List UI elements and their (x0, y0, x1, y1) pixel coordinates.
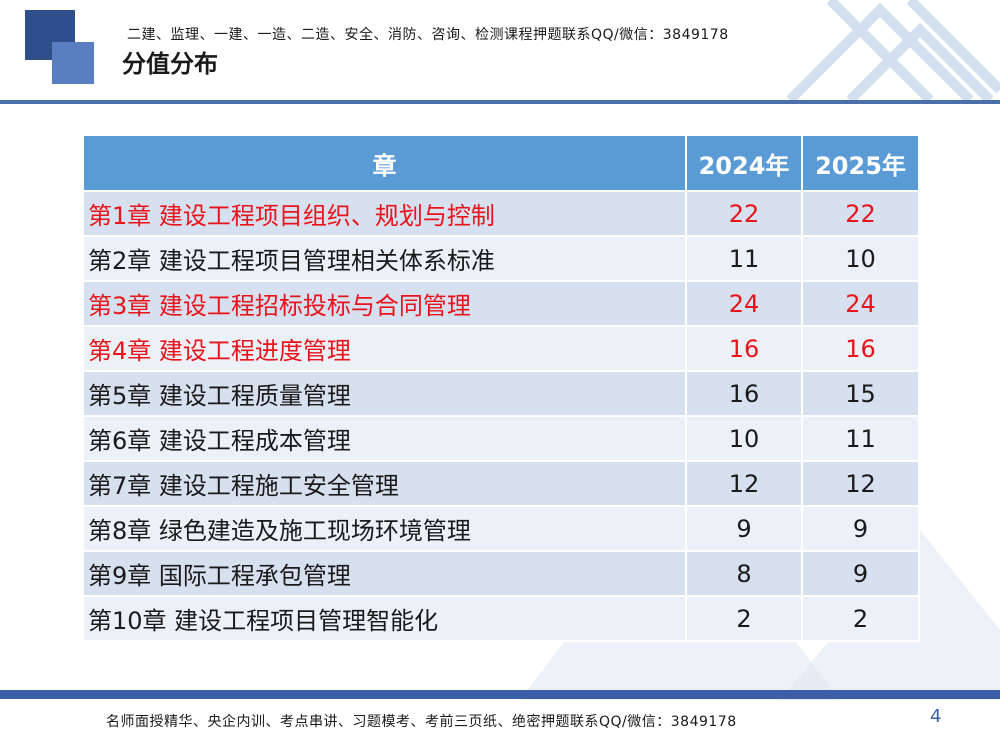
score-2025-cell: 24 (801, 280, 920, 327)
chapter-cell: 第9章 国际工程承包管理 (82, 550, 687, 597)
score-2025-cell: 11 (801, 415, 920, 462)
table-header-row: 章 2024年 2025年 (82, 134, 920, 192)
chapter-cell: 第1章 建设工程项目组织、规划与控制 (82, 190, 687, 237)
top-divider (0, 100, 1000, 104)
score-2024-cell: 11 (685, 235, 803, 282)
chapter-cell: 第6章 建设工程成本管理 (82, 415, 687, 462)
footer-banner: 名师面授精华、央企内训、考点串讲、习题模考、考前三页纸、绝密押题联系QQ/微信：… (106, 714, 737, 730)
score-2025-cell: 12 (801, 460, 920, 507)
bottom-divider (0, 690, 1000, 699)
score-2024-cell: 10 (685, 415, 803, 462)
table-row: 第1章 建设工程项目组织、规划与控制 22 22 (82, 190, 920, 237)
page-title: 分值分布 (122, 50, 218, 78)
table-row: 第2章 建设工程项目管理相关体系标准 11 10 (82, 235, 920, 282)
table-row: 第5章 建设工程质量管理 16 15 (82, 370, 920, 417)
score-2025-cell: 9 (801, 550, 920, 597)
score-2024-cell: 8 (685, 550, 803, 597)
score-2024-cell: 16 (685, 370, 803, 417)
table-row: 第3章 建设工程招标投标与合同管理 24 24 (82, 280, 920, 327)
chapter-cell: 第2章 建设工程项目管理相关体系标准 (82, 235, 687, 282)
score-2024-cell: 16 (685, 325, 803, 372)
score-2025-cell: 16 (801, 325, 920, 372)
table-row: 第9章 国际工程承包管理 8 9 (82, 550, 920, 597)
score-2024-cell: 24 (685, 280, 803, 327)
score-2024-cell: 22 (685, 190, 803, 237)
table-row: 第6章 建设工程成本管理 10 11 (82, 415, 920, 462)
score-2024-cell: 12 (685, 460, 803, 507)
chapter-cell: 第8章 绿色建造及施工现场环境管理 (82, 505, 687, 552)
score-2025-cell: 15 (801, 370, 920, 417)
chapter-cell: 第5章 建设工程质量管理 (82, 370, 687, 417)
table-row: 第7章 建设工程施工安全管理 12 12 (82, 460, 920, 507)
diamond-pattern-decoration (786, 0, 1000, 100)
score-2025-cell: 9 (801, 505, 920, 552)
table-row: 第4章 建设工程进度管理 16 16 (82, 325, 920, 372)
header-2024: 2024年 (685, 134, 803, 192)
score-2024-cell: 9 (685, 505, 803, 552)
header-2025: 2025年 (801, 134, 920, 192)
table-row: 第8章 绿色建造及施工现场环境管理 9 9 (82, 505, 920, 552)
score-2024-cell: 2 (685, 595, 803, 642)
header-chapter: 章 (82, 134, 687, 192)
table-row: 第10章 建设工程项目管理智能化 2 2 (82, 595, 920, 642)
chapter-cell: 第10章 建设工程项目管理智能化 (82, 595, 687, 642)
corner-square-light (52, 42, 94, 84)
chapter-cell: 第4章 建设工程进度管理 (82, 325, 687, 372)
score-2025-cell: 2 (801, 595, 920, 642)
chapter-cell: 第3章 建设工程招标投标与合同管理 (82, 280, 687, 327)
header-banner: 二建、监理、一建、一造、二造、安全、消防、咨询、检测课程押题联系QQ/微信：38… (127, 27, 729, 43)
score-2025-cell: 10 (801, 235, 920, 282)
chapter-cell: 第7章 建设工程施工安全管理 (82, 460, 687, 507)
score-2025-cell: 22 (801, 190, 920, 237)
score-table: 章 2024年 2025年 第1章 建设工程项目组织、规划与控制 22 22 第… (82, 134, 920, 642)
page-number: 4 (930, 706, 942, 727)
